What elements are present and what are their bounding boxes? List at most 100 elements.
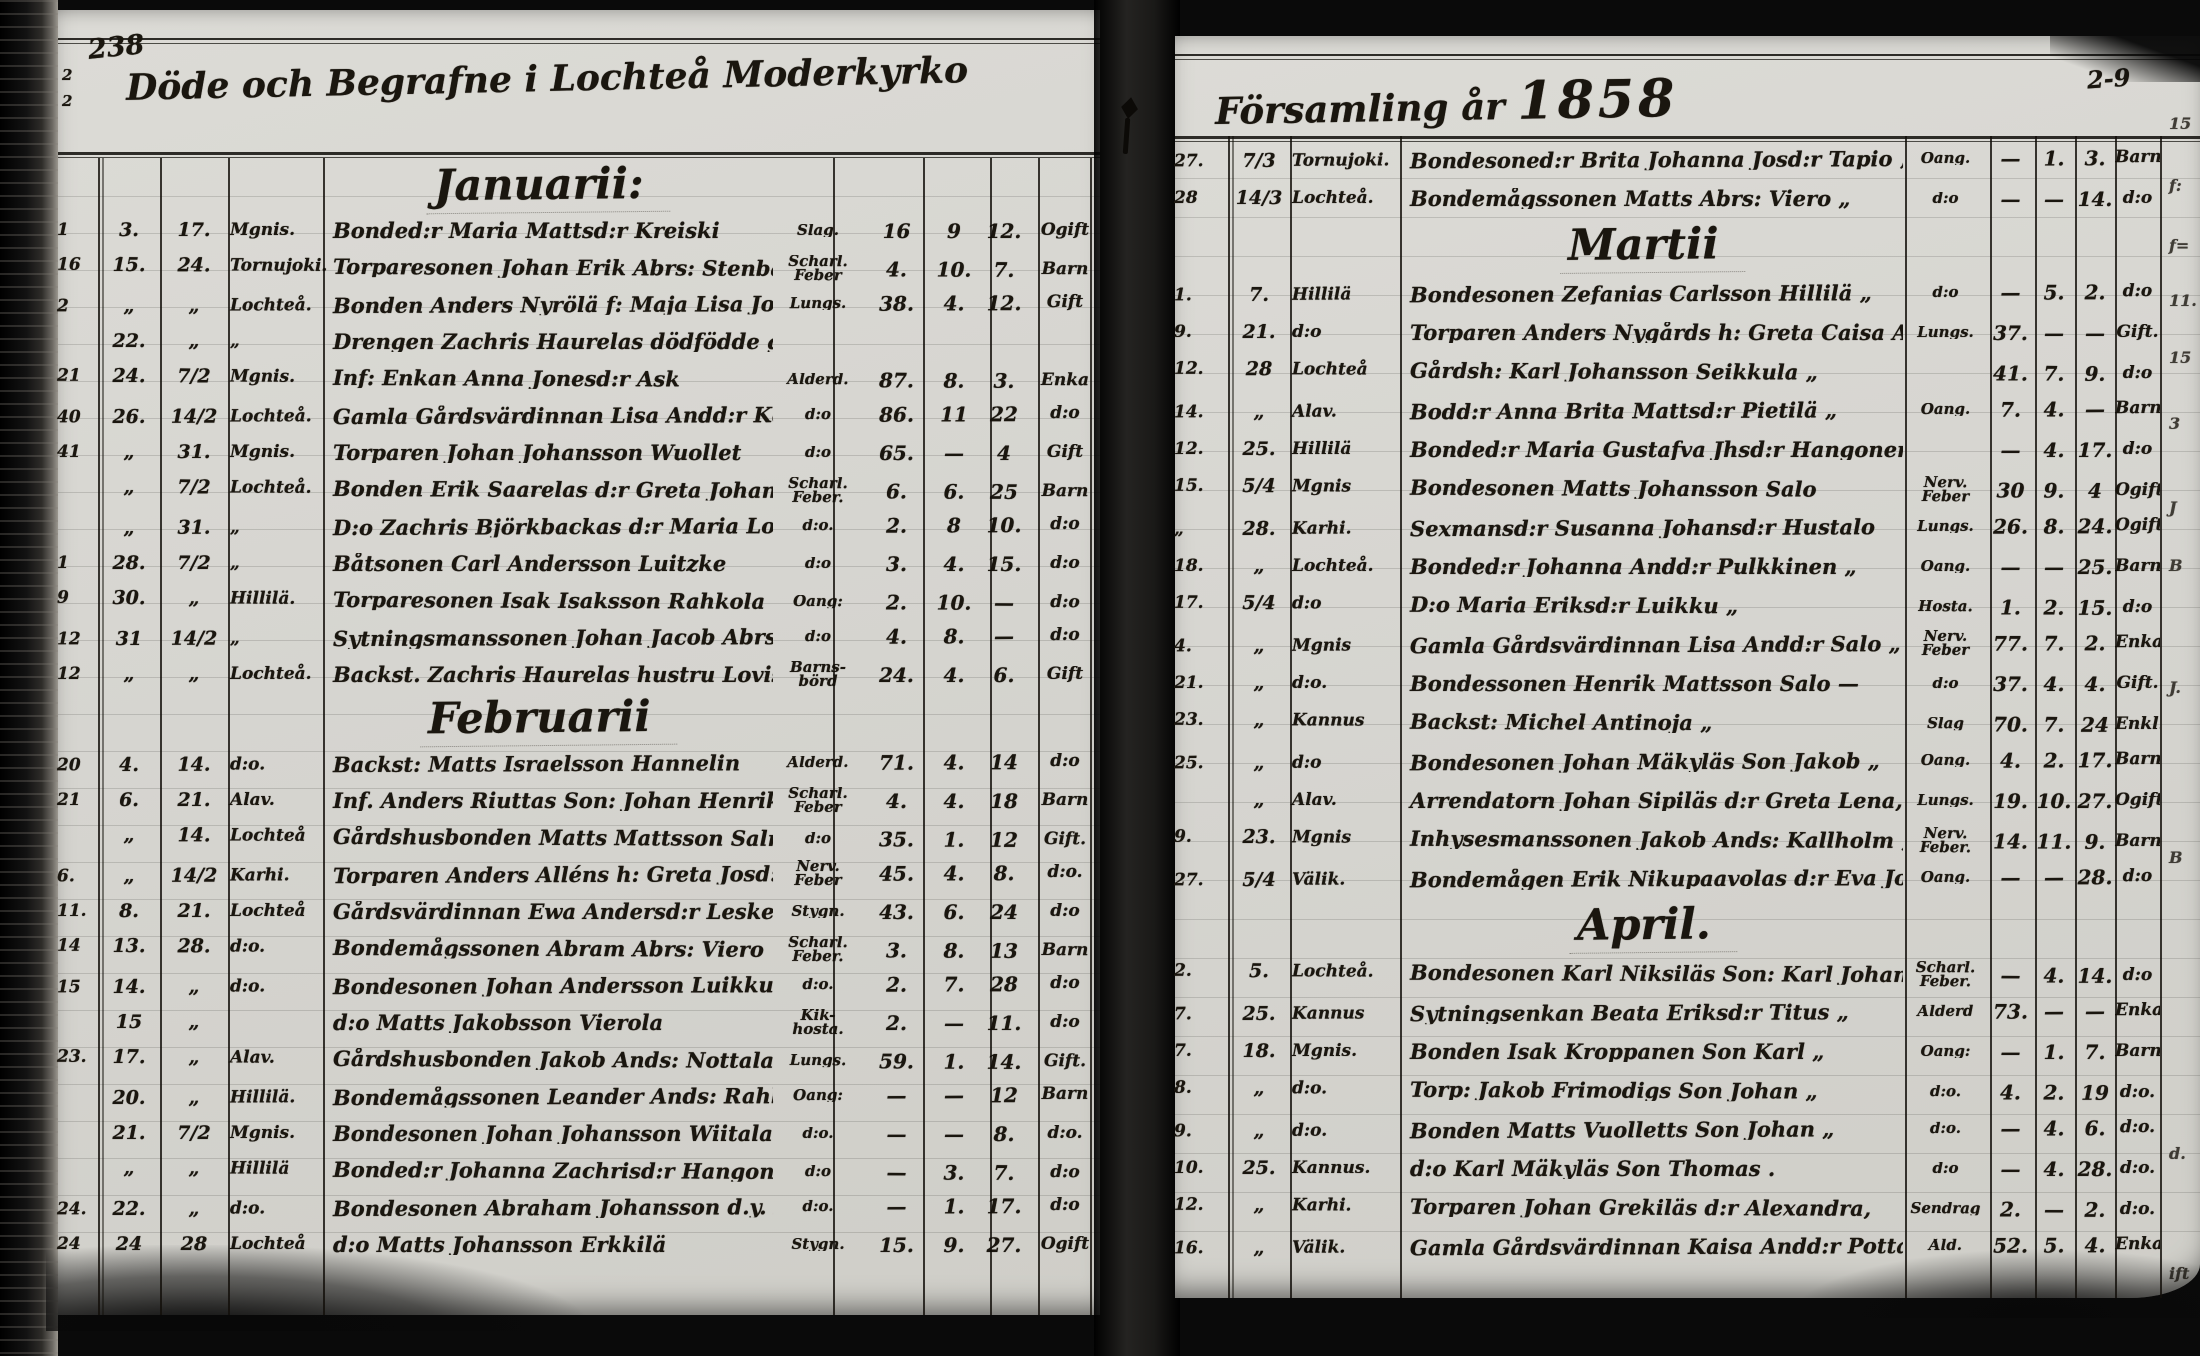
cell-st: d:o	[2122, 966, 2153, 985]
cell-name: Bonded:r Maria Gustafva Jhsd:r Hangonen …	[1410, 439, 1903, 460]
cell-name: Gårdshusbonden Matts Mattsson Salmgren	[332, 825, 774, 849]
register-row: 21. 7/2 Mgnis. Bondesonen Johan Johansson W…	[58, 1115, 1100, 1152]
cell-name: Torparen Anders Nygårds h: Greta Caisa A…	[1410, 322, 1903, 343]
register-row: 24. 22. „ d:o. Bondesonen Abraham Johansson …	[57, 1187, 1100, 1229]
cell-name: Bondesonen Abraham Johansson d.y. Hillil…	[332, 1196, 773, 1220]
cell-cause: Scharl. Feber	[788, 254, 848, 283]
cell-m: —	[943, 1082, 965, 1107]
cell-cause: d:o.	[802, 1126, 834, 1141]
register-row: 28 14/3 Lochteå. Bondemågssonen Matts Abrs:…	[1174, 179, 2200, 218]
cell-m: 4.	[943, 860, 965, 885]
cell-m: 6.	[943, 899, 965, 924]
cell-y: —	[2000, 437, 2021, 462]
register-row: 15. 5/4 Mgnis Bondesonen Matts Johansson Sa…	[1174, 467, 2200, 510]
cell-d: 14.	[2077, 186, 2113, 211]
cell-place: „	[230, 553, 240, 573]
cell-place: Hillilä.	[229, 1087, 296, 1108]
cell-d2: „	[188, 1086, 200, 1109]
register-row: 17. 5/4 d:o D:o Maria Eriksd:r Luikku „ Host…	[1174, 584, 2200, 627]
cell-y: 15.	[879, 1232, 914, 1257]
cell-cause: Oang:	[1920, 1044, 1971, 1059]
cell-d1: „	[123, 294, 135, 317]
cell-d2: „	[188, 663, 200, 685]
register-row: 25. „ d:o Bondesonen Johan Mäkyläs Son Jako…	[1174, 740, 2200, 783]
column-rule	[1290, 136, 1292, 1298]
month-heading: Januarii:	[58, 158, 1100, 214]
cell-d: —	[2084, 998, 2106, 1023]
cell-d2: 24.	[177, 254, 211, 277]
register-row: 9. „ d:o. Bonden Matts Vuolletts Son Johan …	[1174, 1108, 2200, 1151]
cell-m: 7.	[2043, 630, 2065, 655]
cell-st: d:o	[2122, 441, 2153, 458]
cell-st: Ogift	[2115, 792, 2160, 809]
cell-d: 27.	[2077, 788, 2113, 813]
cell-m: 4.	[2043, 671, 2065, 696]
cell-d1: 13.	[112, 934, 146, 958]
register-row: 2. 5. Lochteå. Bondesonen Karl Niksiläs Son…	[1174, 952, 2200, 995]
cell-y: 71.	[879, 750, 914, 775]
cell-name: Bondesonen Johan Mäkyläs Son Jakob „	[1409, 750, 1880, 774]
cell-y: 43.	[879, 899, 914, 924]
cell-name: Torparen Johan Johansson Wuollet	[333, 442, 742, 463]
cell-name: Backst: Michel Antinoja „	[1409, 710, 1713, 734]
cell-place: d:o	[1292, 322, 1322, 342]
cell-d2: 7/2	[177, 1122, 211, 1144]
cell-d2: 21.	[1242, 321, 1276, 343]
cell-d: 12	[990, 827, 1018, 852]
cell-cause: Barns- börd	[790, 661, 846, 688]
cell-d2: 7/2	[177, 476, 211, 499]
register-row: 27. 7/3 Tornujoki. Bondesoned:r Brita Johan…	[1174, 138, 2200, 181]
register-row: 12. 28 Lochteå Gårdsh: Karl Johansson Seikk…	[1174, 350, 2200, 393]
page-gutter: ♦	[1094, 0, 1180, 1356]
cell-d1: 26.	[112, 405, 146, 429]
cell-no: 15	[56, 977, 81, 998]
cell-place: Mgnis.	[230, 442, 296, 462]
margin-mark: 2	[62, 66, 73, 84]
column-rule	[1090, 158, 1092, 1315]
cell-d2: 14/2	[170, 405, 218, 428]
cell-cause: Scharl. Feber.	[1915, 960, 1976, 989]
column-rule	[1038, 158, 1040, 1315]
cell-no: 9.	[1173, 1121, 1192, 1142]
cell-d: 10.	[986, 512, 1022, 537]
cell-cause: Scharl. Feber.	[788, 476, 848, 505]
cell-d: 14.	[986, 1049, 1022, 1074]
cell-place: Alav.	[1292, 790, 1337, 810]
cell-d: —	[993, 590, 1015, 615]
cell-place: Lochteå.	[230, 664, 312, 684]
cell-st: Enka.	[2114, 1001, 2161, 1020]
cell-m: 1.	[2043, 145, 2065, 170]
cell-d1: 30.	[112, 586, 146, 610]
cell-d2: 5/4	[1242, 868, 1276, 891]
cell-cause: Slag	[1927, 716, 1964, 731]
cell-d2: „	[188, 1046, 200, 1069]
column-rule	[2075, 136, 2077, 1298]
cell-st: Gift	[1046, 666, 1084, 683]
cell-y: 26.	[1993, 514, 2028, 539]
page-number: 238	[86, 29, 146, 66]
cell-d2: 18.	[1242, 1040, 1276, 1062]
cell-d: 18	[990, 788, 1018, 813]
cell-no: 2.	[1173, 960, 1192, 981]
cell-m: —	[944, 440, 964, 465]
cell-d: 27.	[986, 1232, 1022, 1257]
cell-y: 2.	[885, 589, 907, 614]
register-row: 21 6. 21. Alav. Inf. Anders Riuttas Son: Joh…	[57, 782, 1100, 819]
cell-d: 12.	[986, 290, 1022, 315]
cell-place: Alav.	[1291, 401, 1337, 422]
month-label: April.	[1568, 898, 1737, 954]
cell-name: Torparen Anders Alléns h: Greta Josd:r	[332, 863, 774, 887]
edge-bleed-mark: 11.	[2169, 291, 2197, 310]
cell-m: 10.	[936, 257, 972, 282]
cell-m: 4.	[943, 662, 965, 687]
cell-m: 7.	[2043, 712, 2065, 737]
cell-place: Kannus	[1291, 1003, 1365, 1024]
cell-no: 21	[56, 365, 81, 386]
cell-m: —	[2043, 998, 2065, 1023]
cell-d2: 7/2	[177, 552, 211, 574]
cell-d: 24	[990, 899, 1018, 924]
edge-bleed-mark: B	[2169, 848, 2183, 867]
cell-name: Bondesoned:r Brita Johanna Josd:r Tapio …	[1409, 148, 1904, 172]
cell-y: 35.	[879, 826, 914, 851]
cell-m: —	[2044, 320, 2064, 345]
